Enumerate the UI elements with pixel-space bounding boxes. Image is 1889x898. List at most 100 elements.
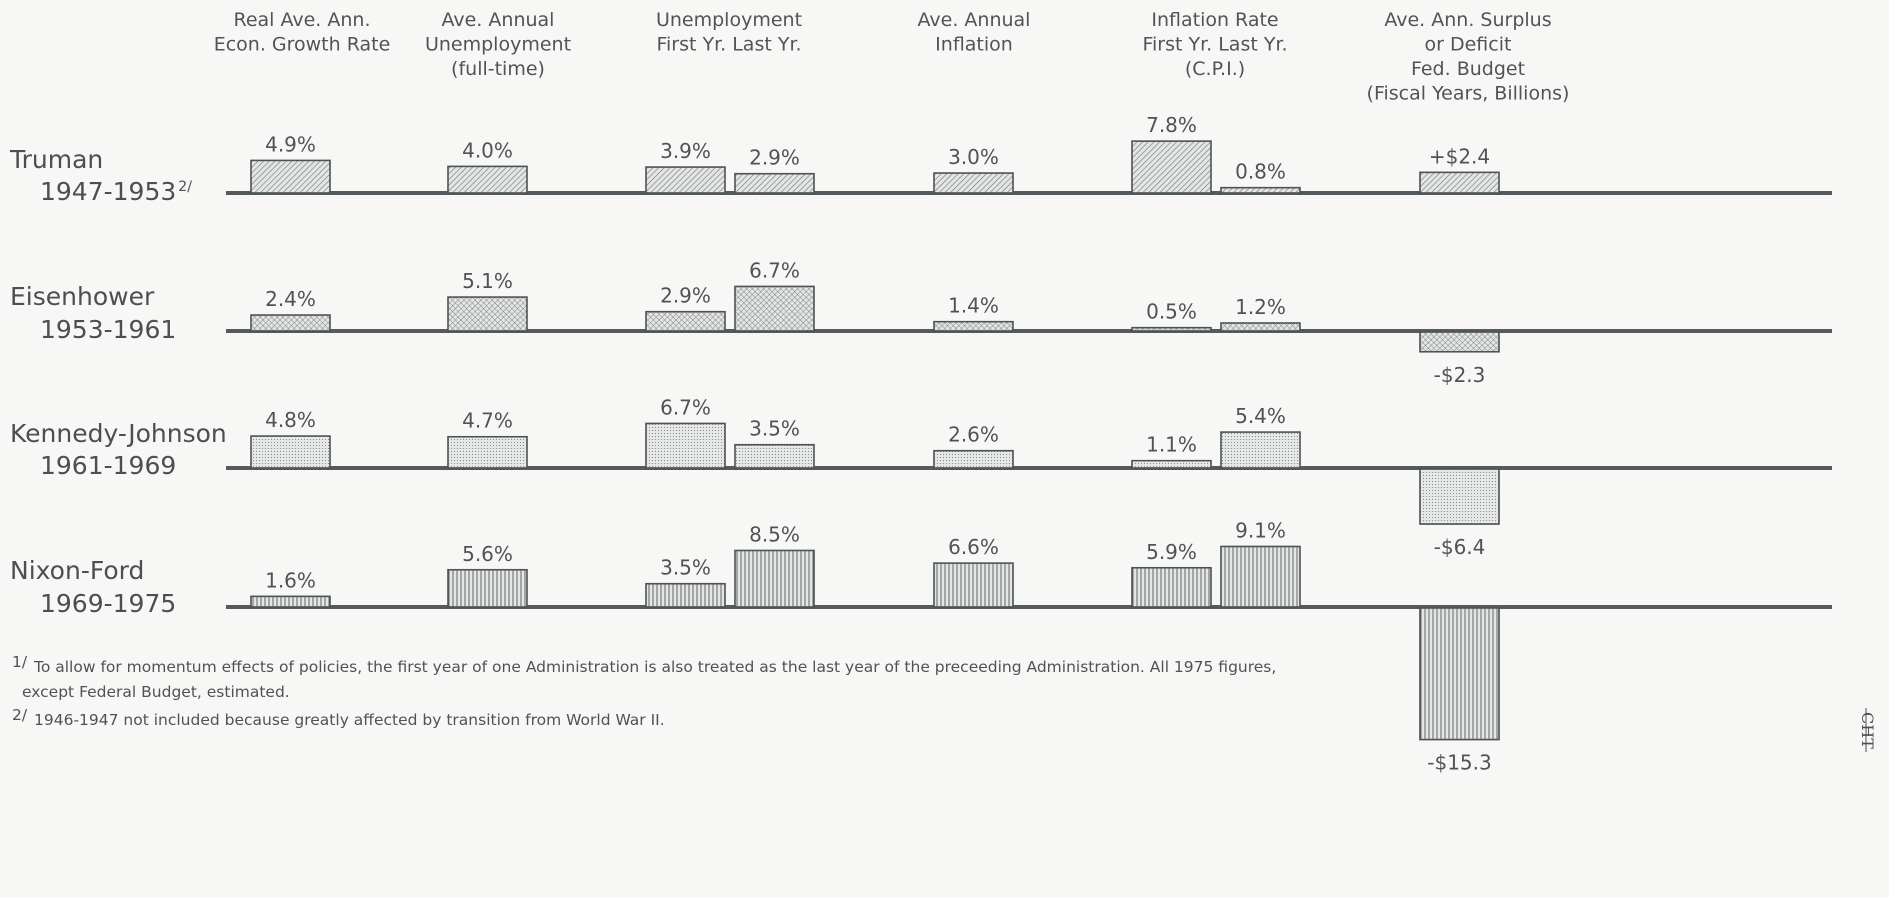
value-label-r4-c4: 8.5% bbox=[749, 522, 800, 546]
baseline-3 bbox=[226, 466, 1832, 470]
bar-r4-c1 bbox=[250, 595, 331, 608]
bar-r3-c8 bbox=[1419, 468, 1500, 525]
row-labels: Truman 1947-1953 2/Eisenhower 1953-1961 Kenn… bbox=[9, 145, 227, 618]
footnote-1-line-1: To allow for momentum effects of policie… bbox=[33, 658, 1276, 676]
baseline-1 bbox=[226, 191, 1832, 195]
value-label-r1-c5: 3.0% bbox=[948, 145, 999, 169]
value-label-r4-c8: -$15.3 bbox=[1427, 751, 1491, 775]
bar-r3-c7 bbox=[1220, 431, 1301, 469]
value-label-r2-c7: 1.2% bbox=[1235, 295, 1286, 319]
bar-r1-c7 bbox=[1220, 186, 1301, 194]
bar-r4-c6 bbox=[1131, 566, 1212, 608]
column-header-6-line-1: Ave. Ann. Surplus bbox=[1384, 9, 1551, 31]
value-label-r1-c8: +$2.4 bbox=[1429, 144, 1490, 168]
column-header-4-line-1: Ave. Annual bbox=[918, 9, 1031, 31]
value-label-r1-c2: 4.0% bbox=[462, 138, 513, 162]
row-name-1: Truman bbox=[9, 145, 103, 174]
column-header-6-line-3: Fed. Budget bbox=[1411, 58, 1525, 80]
footnote-1-line-2: except Federal Budget, estimated. bbox=[22, 683, 290, 701]
row-years-4: 1969-1975 bbox=[40, 589, 176, 618]
bar-r2-c3 bbox=[645, 310, 726, 332]
bar-r2-c4 bbox=[734, 285, 815, 332]
value-label-r1-c3: 3.9% bbox=[660, 139, 711, 163]
row-years-note-1: 2/ bbox=[178, 179, 192, 195]
row-years-text-4: 1969-1975 bbox=[40, 589, 176, 618]
baseline-2 bbox=[226, 329, 1832, 333]
footnotes: 1/To allow for momentum effects of polic… bbox=[12, 653, 1276, 729]
column-header-2-line-1: Ave. Annual bbox=[442, 9, 555, 31]
column-header-2-line-3: (full-time) bbox=[451, 58, 545, 80]
value-label-r4-c2: 5.6% bbox=[462, 542, 513, 566]
column-header-1-line-1: Real Ave. Ann. bbox=[233, 9, 370, 31]
bar-r1-c6 bbox=[1131, 140, 1212, 194]
value-label-r2-c1: 2.4% bbox=[265, 287, 316, 311]
bar-r2-c7 bbox=[1220, 322, 1301, 332]
value-label-r1-c6: 7.8% bbox=[1146, 113, 1197, 137]
bar-r2-c2 bbox=[447, 296, 528, 332]
bar-r4-c4 bbox=[734, 549, 815, 608]
value-label-r3-c7: 5.4% bbox=[1235, 404, 1286, 428]
value-label-r4-c5: 6.6% bbox=[948, 535, 999, 559]
value-label-r4-c3: 3.5% bbox=[660, 556, 711, 580]
row-years-text-3: 1961-1969 bbox=[40, 451, 176, 480]
column-headers: Real Ave. Ann. Econ. Growth Rate Ave. Annu… bbox=[214, 9, 1570, 105]
baseline-4 bbox=[226, 605, 1832, 609]
bar-r1-c3 bbox=[645, 166, 726, 194]
column-header-4-line-2: Inflation bbox=[935, 34, 1013, 56]
row-name-2: Eisenhower bbox=[10, 282, 155, 311]
bar-r4-c5 bbox=[933, 562, 1014, 608]
bars bbox=[250, 140, 1500, 741]
value-label-r2-c5: 1.4% bbox=[948, 294, 999, 318]
column-header-5-line-3: (C.P.I.) bbox=[1185, 58, 1245, 80]
value-label-r1-c7: 0.8% bbox=[1235, 160, 1286, 184]
column-header-3-line-1: Unemployment bbox=[656, 9, 802, 31]
bar-r3-c4 bbox=[734, 443, 815, 469]
value-label-r3-c8: -$6.4 bbox=[1434, 535, 1486, 559]
column-header-3-line-2: First Yr. Last Yr. bbox=[656, 34, 801, 56]
value-label-r3-c3: 6.7% bbox=[660, 395, 711, 419]
value-label-r3-c5: 2.6% bbox=[948, 423, 999, 447]
row-years-1: 1947-1953 2/ bbox=[40, 177, 192, 206]
value-label-r2-c2: 5.1% bbox=[462, 269, 513, 293]
stamp-text: CHT bbox=[1858, 712, 1877, 749]
bar-r1-c8 bbox=[1419, 171, 1500, 194]
value-label-r1-c4: 2.9% bbox=[749, 146, 800, 170]
row-years-2: 1953-1961 bbox=[40, 315, 176, 344]
column-header-5-line-2: First Yr. Last Yr. bbox=[1142, 34, 1287, 56]
bar-r3-c3 bbox=[645, 422, 726, 469]
column-header-5-line-1: Inflation Rate bbox=[1151, 9, 1278, 31]
bar-r3-c2 bbox=[447, 435, 528, 469]
value-label-r3-c4: 3.5% bbox=[749, 417, 800, 441]
bar-r2-c5 bbox=[933, 320, 1014, 332]
bar-r1-c1 bbox=[250, 159, 331, 194]
bar-r1-c5 bbox=[933, 172, 1014, 194]
bar-r4-c2 bbox=[447, 568, 528, 608]
row-years-text-1: 1947-1953 bbox=[40, 177, 176, 206]
bar-r3-c6 bbox=[1131, 459, 1212, 469]
value-labels: 4.9% 4.0% 3.9% 2.9% 3.0% 7.8% 0.8% +$2.4 2.4% 5.1… bbox=[265, 113, 1492, 774]
footnote-2-line-1: 1946-1947 not included because greatly a… bbox=[34, 711, 665, 729]
value-label-r3-c6: 1.1% bbox=[1146, 433, 1197, 457]
bar-r3-c1 bbox=[250, 435, 331, 469]
bar-r1-c2 bbox=[447, 165, 528, 194]
value-label-r4-c7: 9.1% bbox=[1235, 518, 1286, 542]
column-header-6-line-2: or Deficit bbox=[1425, 34, 1512, 56]
bar-r4-c3 bbox=[645, 582, 726, 608]
bar-r4-c7 bbox=[1220, 545, 1301, 608]
footnote-mark-2: 2/ bbox=[12, 706, 28, 724]
row-name-4: Nixon-Ford bbox=[10, 556, 144, 585]
value-label-r2-c3: 2.9% bbox=[660, 284, 711, 308]
value-label-r3-c1: 4.8% bbox=[265, 408, 316, 432]
bar-r2-c1 bbox=[250, 314, 331, 332]
value-label-r2-c6: 0.5% bbox=[1146, 300, 1197, 324]
bar-r2-c6 bbox=[1131, 326, 1212, 332]
column-header-1-line-2: Econ. Growth Rate bbox=[214, 34, 391, 56]
footnote-mark-1: 1/ bbox=[12, 653, 28, 671]
column-header-6-line-4: (Fiscal Years, Billions) bbox=[1367, 83, 1570, 105]
value-label-r2-c4: 6.7% bbox=[749, 258, 800, 282]
row-years-text-2: 1953-1961 bbox=[40, 315, 176, 344]
value-label-r4-c6: 5.9% bbox=[1146, 540, 1197, 564]
value-label-r2-c8: -$2.3 bbox=[1434, 363, 1486, 387]
row-years-3: 1961-1969 bbox=[40, 451, 176, 480]
